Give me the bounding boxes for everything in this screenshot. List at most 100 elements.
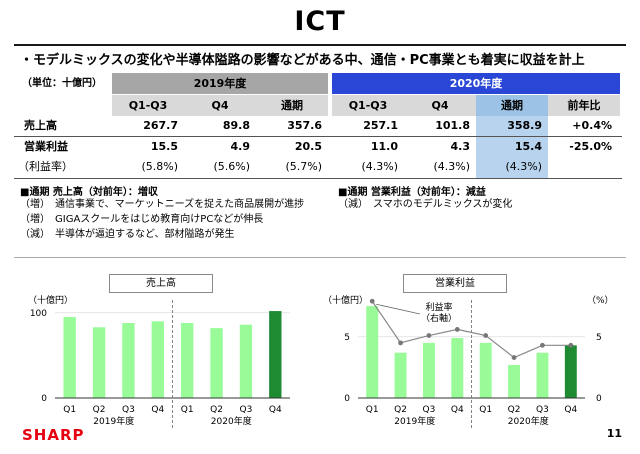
- x-tick-label: Q2: [93, 405, 106, 415]
- x-tick-label: Q2: [394, 405, 407, 415]
- x-tick-label: Q3: [423, 405, 436, 415]
- table-bottom-rule: [14, 178, 622, 179]
- bar: [63, 317, 76, 398]
- x-tick-label: Q4: [564, 405, 577, 415]
- margin-point: [483, 333, 489, 338]
- chart-profit-title: 営業利益: [403, 274, 507, 293]
- margin-callout: 利益率 （右軸）: [421, 303, 458, 324]
- margin-point: [426, 333, 432, 338]
- table-cell: 15.5: [150, 140, 178, 153]
- table-cell: (4.3%): [505, 160, 542, 173]
- x-tick-label: Q1: [181, 405, 194, 415]
- x-tick-label: Q1: [63, 405, 76, 415]
- section-divider: [14, 257, 626, 258]
- notes-left-item-3: （減） 半導体が逼迫するなど、部材隘路が発生: [20, 229, 235, 240]
- x-tick-label: Q4: [151, 405, 164, 415]
- x-tick-label: Q3: [240, 405, 253, 415]
- bar: [122, 323, 135, 398]
- year-label: 2019年度: [394, 415, 435, 427]
- table-cell: (5.7%): [285, 160, 322, 173]
- callout-leader: [376, 303, 421, 315]
- margin-point: [398, 340, 403, 346]
- chart-sales-y-unit: （十億円）: [28, 296, 74, 306]
- y-tick-label: 0: [344, 394, 350, 404]
- x-tick-label: Q4: [451, 405, 464, 415]
- col-yoy: 前年比: [548, 95, 620, 116]
- table-cell: 15.4: [514, 140, 542, 153]
- table-cell: (4.3%): [361, 160, 398, 173]
- x-tick-label: Q4: [269, 405, 282, 415]
- table-cell: 357.6: [287, 119, 322, 132]
- page-subtitle: ・モデルミックスの変化や半導体隘路の影響などがある中、通信・PC事業とも着実に収…: [20, 53, 585, 68]
- table-cell: 358.9: [507, 119, 542, 132]
- y-tick-label-right: 0: [596, 394, 602, 404]
- table-cell: -25.0%: [569, 140, 612, 153]
- notes-left-item-2: （増） GIGAスクールをはじめ教育向けPCなどが伸長: [20, 214, 264, 225]
- y-tick-label: 5: [344, 333, 350, 343]
- table-cell: 101.8: [435, 119, 470, 132]
- table-cell: (5.8%): [141, 160, 178, 173]
- row-label-sales: 売上高: [24, 119, 57, 132]
- chart-sales-title: 売上高: [109, 274, 213, 293]
- col-2019-full: 通期: [256, 95, 328, 116]
- x-tick-label: Q3: [122, 405, 135, 415]
- bar: [366, 306, 379, 398]
- notes-left-item-1: （増） 通信事業で、マーケットニーズを捉えた商品展開が進捗: [20, 199, 305, 210]
- table-cell: 4.9: [230, 140, 251, 153]
- bar: [451, 337, 464, 398]
- x-tick-label: Q3: [536, 405, 549, 415]
- unit-label: （単位：十億円）: [22, 78, 102, 89]
- col-2019-q4: Q4: [184, 95, 256, 116]
- table-cell: (5.6%): [213, 160, 250, 173]
- table-cell: 20.5: [294, 140, 322, 153]
- bar: [92, 327, 106, 398]
- bar: [239, 324, 253, 398]
- bar: [536, 352, 549, 398]
- x-tick-label: Q2: [210, 405, 223, 415]
- bar: [269, 311, 282, 398]
- table-cell: 4.3: [450, 140, 471, 153]
- table-cell: +0.4%: [572, 119, 612, 132]
- margin-point: [511, 355, 517, 360]
- margin-point: [568, 342, 574, 348]
- x-tick-label: Q1: [366, 405, 379, 415]
- table-cell: 11.0: [370, 140, 398, 153]
- sharp-logo: SHARP: [22, 426, 85, 444]
- title-rule: [14, 44, 626, 46]
- col-2020-q4: Q4: [404, 95, 476, 116]
- bar: [151, 321, 164, 398]
- chart-profit-y-unit-right: （%）: [587, 296, 614, 306]
- notes-right-item-1: （減） スマホのモデルミックスが変化: [338, 199, 513, 210]
- row-label-margin: （利益率）: [18, 160, 73, 173]
- page-number: 11: [606, 427, 622, 440]
- page-title: ICT: [294, 6, 346, 37]
- margin-point: [454, 327, 460, 332]
- header-fy2020: 2020年度: [332, 73, 620, 94]
- chart-profit-y-unit: （十億円）: [323, 296, 369, 306]
- col-2019-q1q3: Q1-Q3: [112, 95, 184, 116]
- row-divider: [14, 136, 622, 137]
- y-tick-label: 0: [41, 394, 47, 404]
- y-tick-label-right: 5: [596, 333, 602, 343]
- bar: [508, 364, 521, 398]
- col-2020-full: 通期: [476, 95, 548, 116]
- header-fy2019: 2019年度: [112, 73, 328, 94]
- row-label-op-profit: 営業利益: [24, 140, 68, 153]
- y-tick-label: 100: [30, 309, 47, 319]
- margin-point: [369, 298, 375, 304]
- year-label: 2020年度: [211, 415, 252, 427]
- bar: [181, 323, 194, 398]
- bar: [479, 342, 492, 398]
- highlight-column: [476, 116, 548, 178]
- table-cell: 267.7: [143, 119, 178, 132]
- margin-line: [371, 300, 571, 359]
- bar: [210, 328, 223, 398]
- notes-left-heading: ■通期 売上高（対前年）：増収: [20, 187, 158, 198]
- table-cell: 257.1: [363, 119, 398, 132]
- table-cell: (4.3%): [433, 160, 470, 173]
- year-label: 2020年度: [508, 415, 549, 427]
- table-cell: 89.8: [222, 119, 250, 132]
- x-tick-label: Q1: [479, 405, 492, 415]
- notes-right-heading: ■通期 営業利益（対前年）：減益: [338, 187, 486, 198]
- x-tick-label: Q2: [508, 405, 521, 415]
